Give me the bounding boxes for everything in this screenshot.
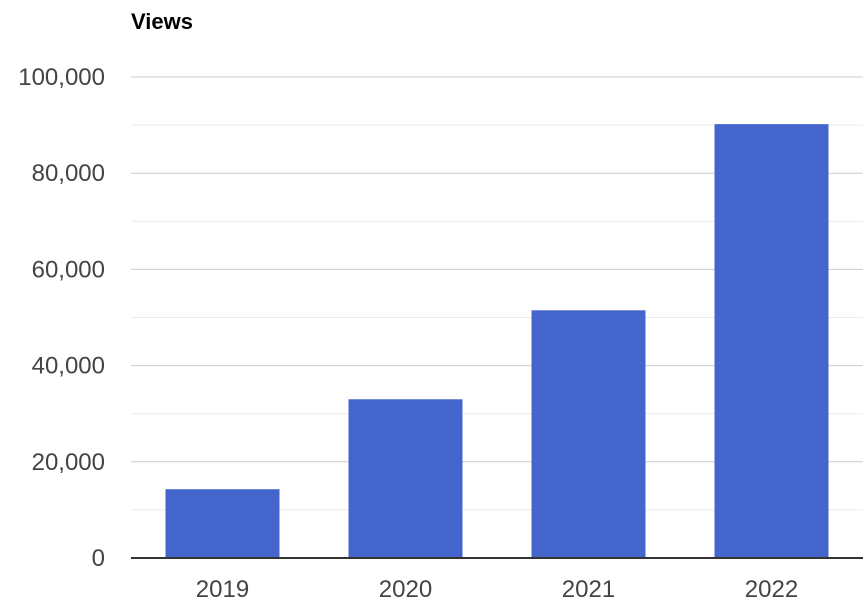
y-tick-label: 40,000 (32, 353, 105, 380)
bar-2019[interactable] (165, 489, 280, 558)
bar-2022[interactable] (714, 124, 829, 558)
x-tick-label: 2022 (745, 576, 798, 601)
x-tick-label: 2021 (562, 576, 615, 601)
y-tick-label: 60,000 (32, 256, 105, 283)
grid-lines (131, 76, 863, 511)
y-tick-label: 80,000 (32, 160, 105, 187)
bar-2021[interactable] (531, 310, 646, 558)
y-tick-label: 100,000 (18, 64, 105, 91)
y-tick-label: 20,000 (32, 449, 105, 476)
chart-title: Views (131, 9, 193, 34)
x-tick-label: 2019 (196, 576, 249, 601)
y-tick-labels: 0 20,000 40,000 60,000 80,000 100,000 (18, 64, 105, 572)
bars (165, 124, 829, 558)
y-tick-label: 0 (92, 545, 105, 572)
x-tick-labels: 2019 2020 2021 2022 (196, 576, 798, 601)
x-tick-label: 2020 (379, 576, 432, 601)
bar-2020[interactable] (348, 399, 463, 558)
